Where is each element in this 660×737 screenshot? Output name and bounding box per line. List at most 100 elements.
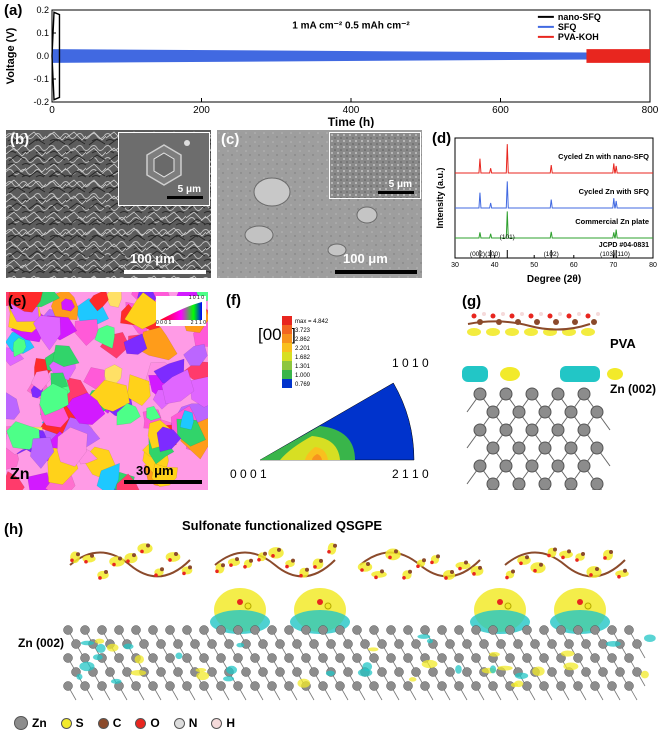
x-tick-label-d: 50 — [530, 262, 538, 269]
zn-atom — [394, 639, 404, 649]
zn-atom — [199, 625, 209, 635]
ebsd-grain — [94, 324, 115, 349]
atom-swatch-icon — [60, 717, 72, 729]
iso-surface-substrate — [106, 643, 119, 652]
oxygen-atom — [617, 574, 621, 579]
zn-atom — [556, 681, 566, 691]
zn-atom — [343, 639, 353, 649]
zn-atom — [318, 625, 328, 635]
zn-atom — [386, 681, 396, 691]
xrd-series-label: Commercial Zn plate — [575, 217, 649, 226]
x-tick-label-a: 0 — [49, 105, 55, 116]
carbon-atom — [319, 558, 323, 563]
zn-atom — [301, 625, 311, 635]
carbon-atom — [291, 558, 295, 563]
zn-atom — [114, 625, 124, 635]
zn-atom — [471, 681, 481, 691]
ipf-key-e: 1 0 1 0 0 0 0 1 2 1 1 0 — [156, 295, 206, 326]
zn-atom — [473, 459, 487, 473]
zn-atom — [199, 653, 209, 663]
carbon-atom — [595, 566, 599, 571]
ebsd-grain — [12, 337, 27, 358]
carbon-atom — [436, 554, 440, 559]
oxygen-atom — [444, 576, 448, 580]
xrd-trace — [455, 211, 653, 239]
zn-atom — [182, 653, 192, 663]
iso-surface-substrate — [94, 638, 105, 644]
zn-atom — [512, 441, 526, 455]
scale-text-c: 100 μm — [343, 251, 388, 266]
carbon-atom — [277, 547, 281, 552]
atom-swatch-icon — [135, 717, 147, 729]
zn-atom — [335, 625, 345, 635]
series-sfq-band — [52, 49, 591, 63]
iso-surface-yellow — [455, 561, 471, 570]
zn-atom — [267, 653, 277, 663]
ebsd-grain — [161, 369, 195, 405]
legend-swatch-f — [282, 379, 292, 388]
zn-atom — [139, 639, 149, 649]
zn-atom — [551, 387, 565, 401]
y-axis-label-a: Voltage (V) — [5, 27, 17, 84]
ipf-label-top: 1 0 1 0 — [188, 295, 204, 301]
oxygen-atom — [603, 556, 607, 560]
zn-atom — [513, 639, 523, 649]
zn-atom — [512, 405, 526, 419]
qsgpe-title: Sulfonate functionalized QSGPE — [182, 518, 383, 533]
zn-atom — [556, 625, 566, 635]
atom-legend: Zn S C O N H — [14, 712, 235, 734]
reference-label: JCPD #04-0831 — [599, 242, 649, 249]
oxygen-atom — [360, 568, 364, 572]
zn-atom — [607, 653, 617, 663]
carbon-atom — [221, 563, 225, 568]
carbon-atom — [534, 319, 540, 325]
legend-item-s: S — [60, 716, 84, 730]
oxygen-atom — [84, 559, 88, 564]
zn-atom — [275, 639, 285, 649]
iso-surface-substrate — [110, 678, 122, 684]
carbon-atom — [305, 567, 309, 572]
iso-surface-substrate — [408, 677, 417, 682]
ipf-label-right: 2 1 1 0 — [190, 320, 206, 326]
iso-surface-substrate — [236, 642, 245, 648]
zn-atom — [284, 681, 294, 691]
zn-atom — [156, 667, 166, 677]
carbon-atom — [366, 562, 370, 567]
legend-value-f: 2.862 — [295, 337, 311, 343]
iso-surface-substrate — [514, 672, 529, 680]
iso-surface-yellow — [500, 367, 520, 381]
iso-surface-substrate — [421, 659, 438, 669]
sem-inset-b: 5 μm — [118, 132, 210, 206]
zn-atom — [499, 423, 513, 437]
iso-surface-yellow — [109, 556, 125, 567]
x-tick-label-a: 200 — [193, 105, 210, 116]
zn-atom — [114, 653, 124, 663]
ebsd-grain — [116, 403, 141, 426]
y-tick-label-a: -0.1 — [33, 74, 49, 84]
scale-bar-e — [124, 480, 202, 484]
ipf-triangle-icon — [160, 302, 202, 320]
zn-label-e: Zn — [10, 466, 30, 483]
zn-atom — [122, 667, 132, 677]
oxygen-atom — [505, 575, 509, 580]
legend-item-zn: Zn — [14, 716, 47, 730]
oxygen-atom — [327, 549, 331, 554]
hexagon-crystal-icon — [146, 140, 190, 186]
scale-text-e: 30 μm — [136, 463, 174, 478]
zn-atom — [573, 681, 583, 691]
ebsd-grain — [183, 343, 208, 366]
peak-label: (103)(110) — [600, 251, 630, 258]
iso-surface-substrate — [92, 654, 103, 661]
zn-atom — [547, 639, 557, 649]
oxygen-atom — [299, 573, 303, 578]
zn-atom — [564, 441, 578, 455]
legend-symbol: O — [150, 716, 160, 730]
oxygen-atom — [374, 575, 378, 580]
zn-atom — [454, 681, 464, 691]
carbon-atom — [591, 319, 597, 325]
zn-atom — [522, 653, 532, 663]
carbon-atom — [90, 553, 94, 558]
zn-atom — [577, 459, 591, 473]
zn-atom — [63, 625, 73, 635]
zn-atom — [420, 625, 430, 635]
